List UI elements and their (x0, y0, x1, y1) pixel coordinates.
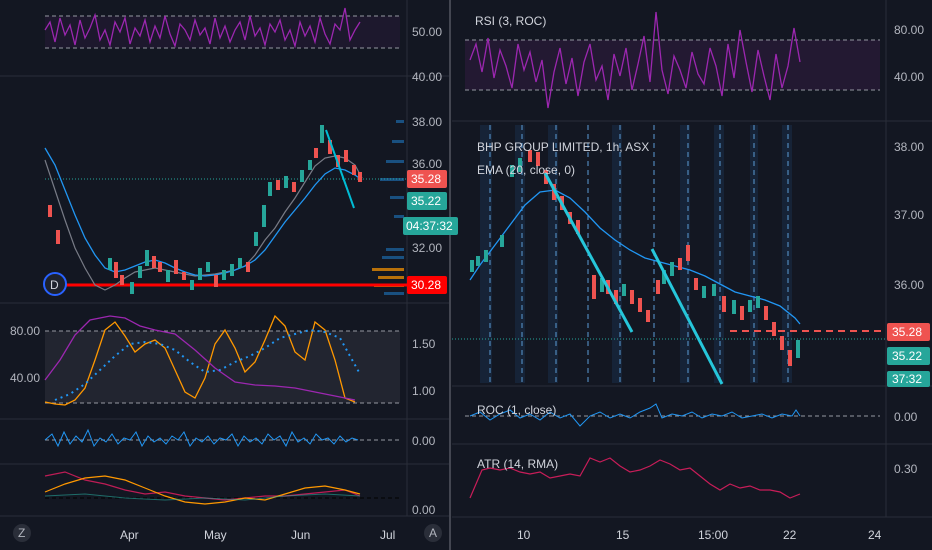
left-roc-line (44, 428, 359, 448)
left-rsi-line (44, 7, 361, 49)
logo-letter: D (50, 278, 59, 292)
left-stoch-axis-40: 40.00 (10, 371, 40, 385)
right-candles (470, 150, 800, 366)
left-price-axis-36: 36.00 (412, 157, 442, 171)
left-time-jun: Jun (291, 528, 310, 542)
left-rsi-axis-40: 40.00 (412, 70, 442, 84)
left-time-may: May (204, 528, 227, 542)
left-stoch-k (44, 314, 356, 406)
right-rsi-axis-40: 40.00 (894, 70, 924, 84)
right-ema-label[interactable]: EMA (20, close, 0) (477, 163, 575, 177)
right-price-pane[interactable]: BHP GROUP LIMITED, 1h, ASX EMA (20, clos… (452, 140, 930, 387)
left-trendline[interactable] (325, 129, 355, 209)
right-time-axis: A 10 15 15:00 22 24 (424, 524, 882, 542)
left-time-jul: Jul (380, 528, 395, 542)
right-chart[interactable]: RSI (3, ROC) 80.00 40.00 (424, 0, 932, 542)
right-price-axis-36: 36.00 (894, 278, 924, 292)
right-time-1500: 15:00 (698, 528, 728, 542)
left-roc-pane[interactable]: 0.00 (44, 428, 436, 448)
left-support-tag: 30.28 (411, 278, 441, 292)
logo-badge[interactable] (43, 272, 67, 296)
right-price-axis-38: 38.00 (894, 140, 924, 154)
right-time-22: 22 (783, 528, 797, 542)
left-roc-axis-0: 0.00 (412, 434, 436, 448)
right-roc-axis-0: 0.00 (894, 410, 918, 424)
left-atr-line-3 (44, 493, 361, 501)
left-rsi-axis-50: 50.00 (412, 25, 442, 39)
left-stoch-axis-80: 80.00 (10, 324, 40, 338)
right-corner-badge: A (429, 526, 437, 540)
right-atr-pane[interactable]: ATR (14, RMA) 0.30 (469, 457, 918, 499)
left-price-axis-32: 32.00 (412, 241, 442, 255)
right-roc-label[interactable]: ROC (1, close) (477, 403, 556, 417)
right-rsi-line (469, 11, 801, 109)
left-time-apr: Apr (120, 528, 139, 542)
right-roc-line (469, 403, 801, 427)
left-slow-ma (44, 155, 363, 291)
right-atr-axis-030: 0.30 (894, 462, 918, 476)
left-atr-pane[interactable]: 0.00 (44, 471, 436, 517)
left-countdown-tag: 04:37:32 (406, 219, 453, 233)
left-atr-line-1 (44, 471, 361, 501)
right-roc-pane[interactable]: ROC (1, close) 0.00 (465, 403, 918, 427)
right-countdown-tag: 37:32 (892, 372, 922, 386)
right-rsi-pane[interactable]: RSI (3, ROC) 80.00 40.00 (465, 11, 924, 109)
left-stoch-pane[interactable]: 80.00 40.00 1.50 1.00 (10, 314, 436, 406)
right-ema-price-tag: 35.22 (892, 349, 922, 363)
left-chart[interactable]: 50.00 40.00 (0, 0, 458, 550)
left-price-pane[interactable]: D 38.00 36.00 32.00 35.28 35.22 04:37:32… (43, 115, 458, 296)
left-roc-dots (54, 328, 361, 401)
right-price-axis-37: 37.00 (894, 208, 924, 222)
left-last-price-tag: 35.28 (411, 172, 441, 186)
right-rsi-label[interactable]: RSI (3, ROC) (475, 14, 546, 28)
right-trendline-2[interactable] (650, 248, 724, 385)
left-price-axis-38: 38.00 (412, 115, 442, 129)
right-time-10: 10 (517, 528, 531, 542)
left-time-axis: Z Apr May Jun Jul (13, 524, 395, 542)
left-stoch-right-axis-150: 1.50 (412, 337, 436, 351)
right-atr-label[interactable]: ATR (14, RMA) (477, 457, 558, 471)
right-last-price-tag: 35.28 (892, 325, 922, 339)
left-ema (44, 147, 363, 277)
right-time-15: 15 (616, 528, 630, 542)
right-time-24: 24 (868, 528, 882, 542)
left-ema-price-tag: 35.22 (411, 194, 441, 208)
right-atr-line (469, 457, 801, 499)
right-trendline-1[interactable] (543, 172, 634, 333)
left-stoch-d (44, 315, 356, 401)
right-rsi-axis-80: 80.00 (894, 23, 924, 37)
left-rsi-pane[interactable]: 50.00 40.00 (44, 7, 442, 84)
left-stoch-right-axis-100: 1.00 (412, 384, 436, 398)
left-corner-badge: Z (18, 526, 25, 540)
left-candles (48, 125, 362, 294)
left-atr-axis-0: 0.00 (412, 503, 436, 517)
volume-profile (372, 120, 404, 295)
right-ema (469, 189, 801, 325)
left-atr-line-2 (44, 475, 361, 505)
right-chart-title[interactable]: BHP GROUP LIMITED, 1h, ASX (477, 140, 649, 154)
